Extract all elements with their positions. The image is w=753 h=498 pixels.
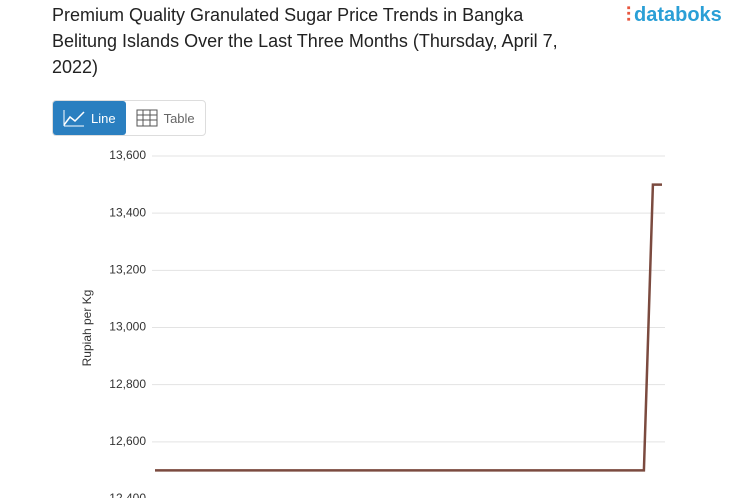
y-tick-label: 13,400 [109,205,146,219]
chart-title: Premium Quality Granulated Sugar Price T… [52,5,558,77]
line-button[interactable]: Line [53,101,126,135]
logo-text: databoks [634,4,722,26]
y-tick-label: 12,400 [109,491,146,498]
table-button[interactable]: Table [126,101,205,135]
data-line [155,183,662,472]
y-tick-label: 13,600 [109,148,146,162]
button-label: Table [163,110,195,126]
y-tick-label: 13,000 [109,320,146,334]
button-label: Line [91,110,116,126]
y-tick-label: 12,600 [109,434,146,448]
y-tick-label: 13,200 [109,263,146,277]
toolbar: Line Table [52,100,206,136]
y-tick-label: 12,800 [109,377,146,391]
table-icon [136,109,158,127]
y-axis-label: Rupiah per Kg [80,290,94,367]
logo: ⫶ databoks [626,4,722,26]
line-icon [63,110,85,127]
